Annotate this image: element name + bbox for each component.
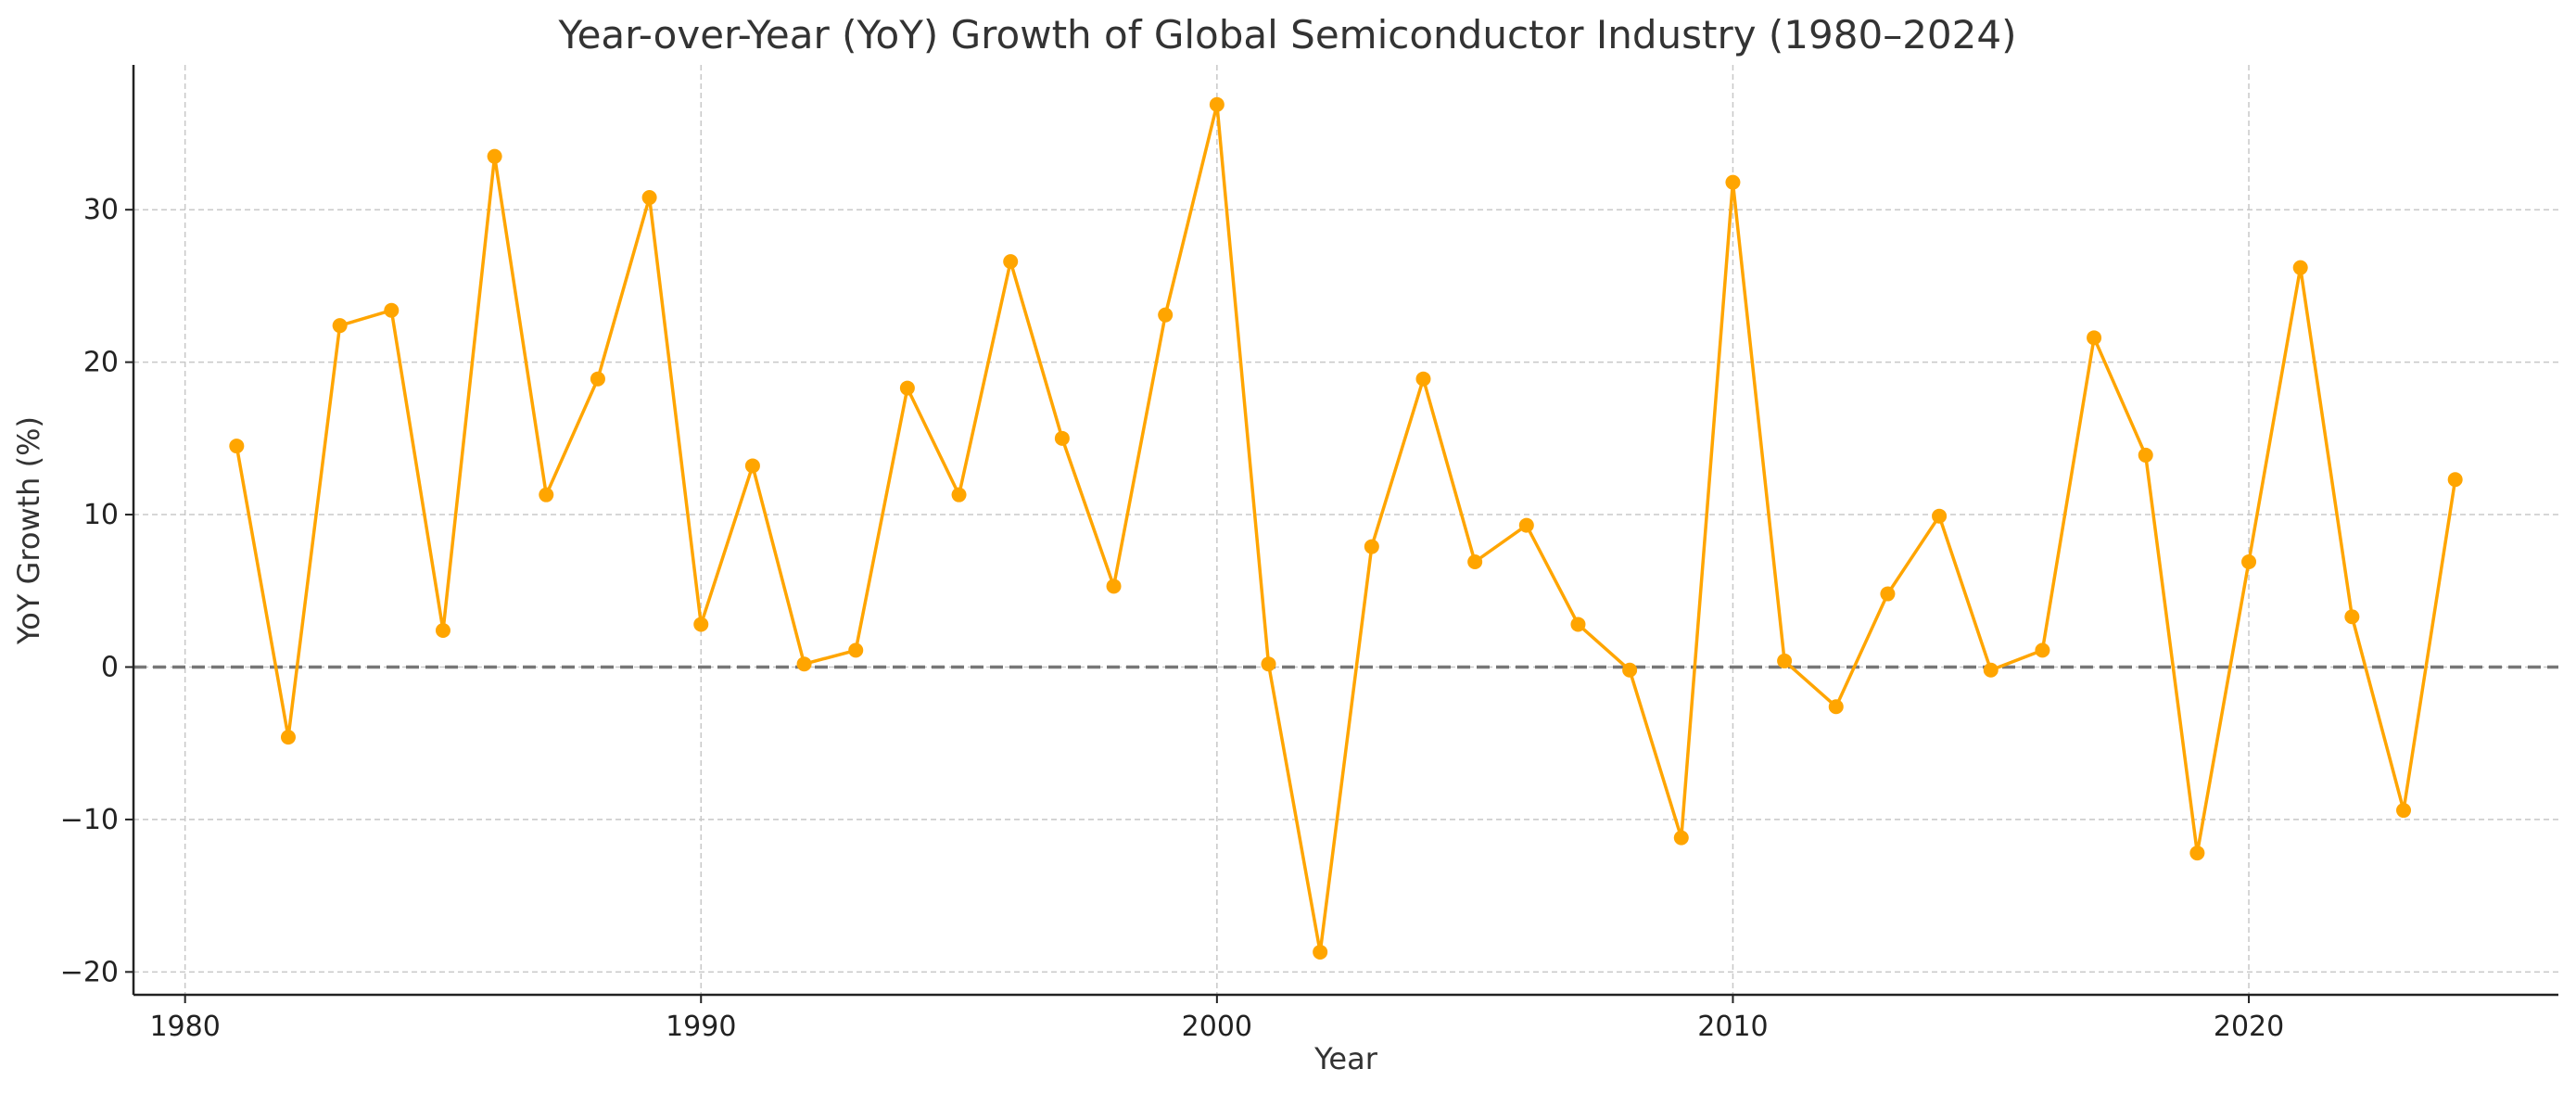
data-point — [1313, 944, 1328, 960]
data-point — [2035, 642, 2050, 658]
data-point — [2396, 803, 2412, 819]
chart-title: Year-over-Year (YoY) Growth of Global Se… — [558, 12, 2017, 57]
data-point — [899, 380, 915, 396]
data-point — [796, 656, 812, 672]
data-point — [1415, 371, 1431, 387]
data-point — [1518, 517, 1534, 533]
x-tick-label: 1980 — [149, 1011, 220, 1043]
series-line — [235, 103, 2457, 954]
data-point — [641, 190, 657, 206]
data-point — [951, 487, 967, 502]
axes — [132, 65, 2558, 997]
data-point — [2344, 609, 2360, 625]
x-ticks: 1980 1990 2000 2010 2020 — [149, 995, 2284, 1043]
data-point — [1673, 830, 1689, 846]
data-point — [693, 617, 709, 632]
y-tick-label: −20 — [60, 956, 119, 988]
x-tick-label: 2000 — [1182, 1011, 1252, 1043]
data-point — [1003, 254, 1019, 270]
data-point — [1725, 174, 1741, 190]
data-point — [1880, 586, 1896, 602]
data-point — [1158, 307, 1174, 323]
y-tick-label: −10 — [60, 804, 119, 836]
x-axis-label: Year — [1313, 1041, 1378, 1076]
data-point — [2087, 330, 2102, 346]
data-point — [539, 487, 554, 502]
y-tick-label: 0 — [101, 651, 119, 683]
data-point — [487, 148, 502, 164]
data-point — [2241, 554, 2257, 570]
y-tick-label: 10 — [83, 499, 119, 531]
data-point — [2292, 260, 2308, 275]
x-tick-label: 2010 — [1697, 1011, 1768, 1043]
data-point — [1106, 579, 1122, 594]
grid-lines — [133, 65, 2558, 995]
data-point — [280, 730, 296, 745]
data-point — [1467, 554, 1483, 570]
data-point — [590, 371, 605, 387]
data-point — [1983, 662, 1999, 678]
data-point — [435, 623, 450, 639]
y-ticks: −20 −10 0 10 20 30 — [60, 194, 133, 988]
data-point — [1570, 617, 1586, 632]
data-point — [1261, 656, 1276, 672]
data-point — [2138, 447, 2153, 463]
series-group — [229, 96, 2463, 960]
data-point — [384, 302, 400, 318]
data-point — [1209, 96, 1225, 112]
y-axis-label: YoY Growth (%) — [11, 416, 46, 645]
x-tick-label: 2020 — [2214, 1011, 2284, 1043]
data-point — [229, 439, 245, 454]
data-point — [2447, 472, 2463, 488]
data-point — [1828, 699, 1844, 715]
data-point — [1622, 662, 1638, 678]
data-point — [848, 642, 864, 658]
data-point — [744, 458, 760, 474]
data-point — [1364, 539, 1379, 554]
data-point — [332, 318, 348, 334]
data-point — [2189, 846, 2205, 861]
data-point — [1777, 653, 1793, 668]
y-tick-label: 20 — [83, 347, 119, 379]
data-point — [1054, 430, 1070, 446]
y-tick-label: 30 — [83, 194, 119, 226]
x-tick-label: 1990 — [666, 1011, 736, 1043]
data-point — [1932, 508, 1948, 524]
